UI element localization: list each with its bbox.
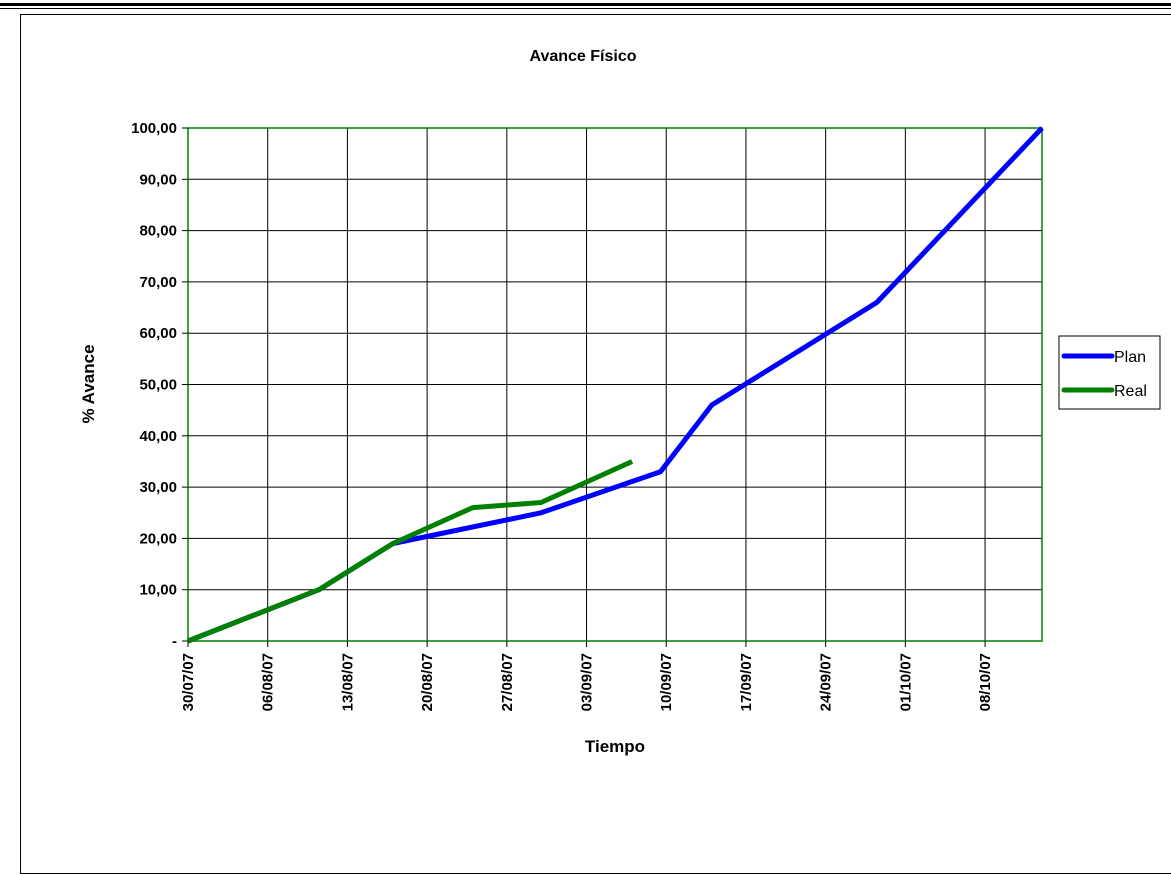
legend-label-real: Real — [1114, 383, 1147, 400]
legend: Plan Real — [1058, 335, 1161, 410]
x-tick-label: 06/08/07 — [260, 653, 277, 711]
x-tick-label: 13/08/07 — [339, 653, 356, 711]
x-axis-label: Tiempo — [585, 737, 645, 756]
x-tick-label: 01/10/07 — [897, 653, 914, 711]
y-tick-label: 60,00 — [139, 325, 177, 342]
y-tick-label: 90,00 — [139, 171, 177, 188]
x-axis-ticks: 30/07/07 06/08/07 13/08/07 20/08/07 27/08/07… — [180, 641, 994, 711]
y-tick-label: 100,00 — [131, 120, 177, 137]
y-tick-label: 20,00 — [139, 530, 177, 547]
chart-title: Avance Físico — [529, 48, 636, 65]
y-axis-ticks: - 10,00 20,00 30,00 40,00 50,00 60,00 70,00 80,0… — [131, 120, 188, 650]
series-lines — [187, 126, 1044, 644]
y-tick-label: 10,00 — [139, 582, 177, 599]
y-tick-label: 40,00 — [139, 428, 177, 445]
legend-label-plan: Plan — [1114, 349, 1146, 366]
top-border-thin — [0, 8, 1171, 9]
x-tick-label: 10/09/07 — [658, 653, 675, 711]
series-line-real — [187, 459, 634, 644]
y-axis-label: % Avance — [79, 344, 98, 423]
x-tick-label: 03/09/07 — [579, 653, 596, 711]
x-tick-label: 17/09/07 — [738, 653, 755, 711]
y-tick-label: 80,00 — [139, 223, 177, 240]
x-tick-label: 20/08/07 — [419, 653, 436, 711]
y-tick-label: - — [172, 633, 177, 650]
x-tick-label: 27/08/07 — [499, 653, 516, 711]
y-tick-label: 70,00 — [139, 274, 177, 291]
grid — [188, 128, 1042, 641]
x-tick-label: 24/09/07 — [818, 653, 835, 711]
y-tick-label: 50,00 — [139, 377, 177, 394]
legend-box — [1058, 335, 1161, 410]
x-tick-label: 08/10/07 — [977, 653, 994, 711]
y-tick-label: 30,00 — [139, 479, 177, 496]
x-tick-label: 30/07/07 — [180, 653, 197, 711]
top-border-thick — [0, 3, 1171, 6]
